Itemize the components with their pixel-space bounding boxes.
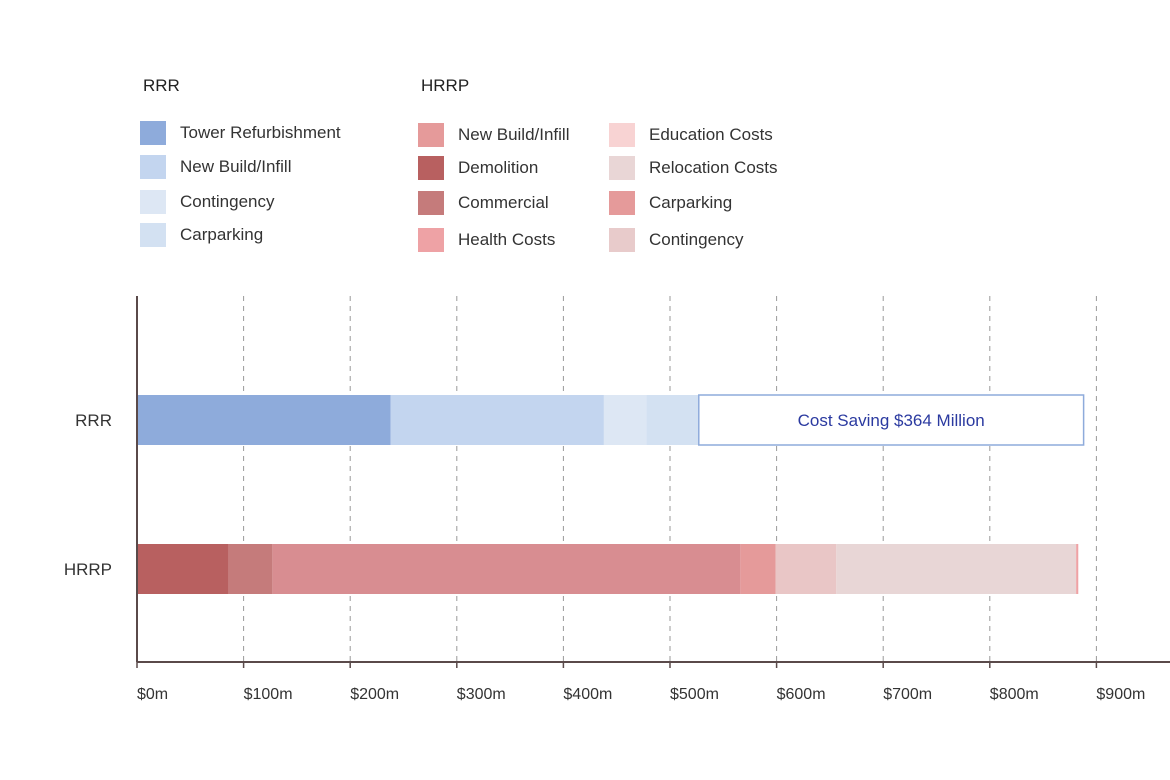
legend-item-hrrp-contingency: Contingency xyxy=(609,227,744,253)
bar-segment-carparking xyxy=(646,395,699,445)
bar-segment-relocation-costs xyxy=(775,544,837,594)
legend-title-hrrp: HRRP xyxy=(421,76,470,95)
x-tick-labels: $0m $100m $200m $300m $400m $500m $600m $700m $8… xyxy=(136,662,1145,703)
x-tick-label: $600m xyxy=(777,686,826,703)
legend-label: Tower Refurbishment xyxy=(180,123,341,142)
category-labels: RRR HRRP xyxy=(64,411,112,579)
legend-label: New Build/Infill xyxy=(458,125,570,144)
legend-swatch xyxy=(418,228,444,252)
legend-label: Education Costs xyxy=(649,125,773,144)
bars xyxy=(137,395,1079,594)
legend-swatch xyxy=(609,191,635,215)
x-tick-label: $500m xyxy=(670,686,719,703)
x-tick-label: $900m xyxy=(1096,686,1145,703)
legend-item-hrrp-relocation-costs: Relocation Costs xyxy=(609,155,778,181)
annotation: Cost Saving $364 Million xyxy=(698,394,1085,446)
legend-swatch xyxy=(140,223,166,247)
legend-label: Relocation Costs xyxy=(649,158,778,177)
axes xyxy=(136,296,1170,663)
x-tick-label: $400m xyxy=(563,686,612,703)
x-tick-label: $300m xyxy=(457,686,506,703)
legend-label: Contingency xyxy=(180,192,275,211)
bar-segment-tower-refurbishment xyxy=(137,395,391,445)
bar-segment-health-costs xyxy=(1076,544,1079,594)
category-label: RRR xyxy=(75,411,112,430)
legend-item-hrrp-demolition: Demolition xyxy=(418,155,538,181)
legend-item-rrr-new-build: New Build/Infill xyxy=(140,154,292,180)
legend-item-hrrp-education-costs: Education Costs xyxy=(609,122,773,148)
annotation-label: Cost Saving $364 Million xyxy=(798,411,985,430)
legend-swatch xyxy=(609,228,635,252)
legend-label: Carparking xyxy=(180,225,264,244)
legend-label: Demolition xyxy=(458,158,539,177)
legend-swatch xyxy=(418,156,444,180)
legend-item-rrr-tower-refurbishment: Tower Refurbishment xyxy=(140,120,341,146)
bar-segment-commercial xyxy=(228,544,273,594)
bar-segment-contingency xyxy=(603,395,647,445)
legend-title-rrr: RRR xyxy=(143,76,180,95)
legend-item-hrrp-new-build: New Build/Infill xyxy=(418,122,570,148)
bar-segment-demolition xyxy=(137,544,229,594)
legend-item-hrrp-commercial: Commercial xyxy=(418,190,549,216)
legend-swatch xyxy=(418,123,444,147)
legend-label: Contingency xyxy=(649,230,744,249)
legend-item-rrr-carparking: Carparking xyxy=(140,222,263,248)
x-tick-label: $0m xyxy=(137,686,168,703)
legend-swatch xyxy=(140,190,166,214)
x-tick-label: $800m xyxy=(990,686,1039,703)
legend-label: Carparking xyxy=(649,193,733,212)
legend-item-rrr-contingency: Contingency xyxy=(140,189,275,215)
legend-swatch xyxy=(609,156,635,180)
gridlines xyxy=(243,296,1097,666)
x-tick-label: $200m xyxy=(350,686,399,703)
legend-swatch xyxy=(418,191,444,215)
legend-swatch xyxy=(140,155,166,179)
bar-segment-new-build-infill xyxy=(272,544,741,594)
category-label: HRRP xyxy=(64,560,112,579)
bar-segment-new-build-infill xyxy=(390,395,604,445)
bar-segment-carparking xyxy=(740,544,776,594)
legend-item-hrrp-carparking: Carparking xyxy=(609,190,732,216)
legend-label: New Build/Infill xyxy=(180,157,292,176)
bar-segment-contingency xyxy=(836,544,1077,594)
x-tick-label: $100m xyxy=(244,686,293,703)
legend-item-hrrp-health-costs: Health Costs xyxy=(418,227,555,253)
annotation-box xyxy=(698,394,1085,446)
legend-label: Health Costs xyxy=(458,230,556,249)
legend-label: Commercial xyxy=(458,193,549,212)
x-tick-label: $700m xyxy=(883,686,932,703)
legend-swatch xyxy=(609,123,635,147)
legend-swatch xyxy=(140,121,166,145)
